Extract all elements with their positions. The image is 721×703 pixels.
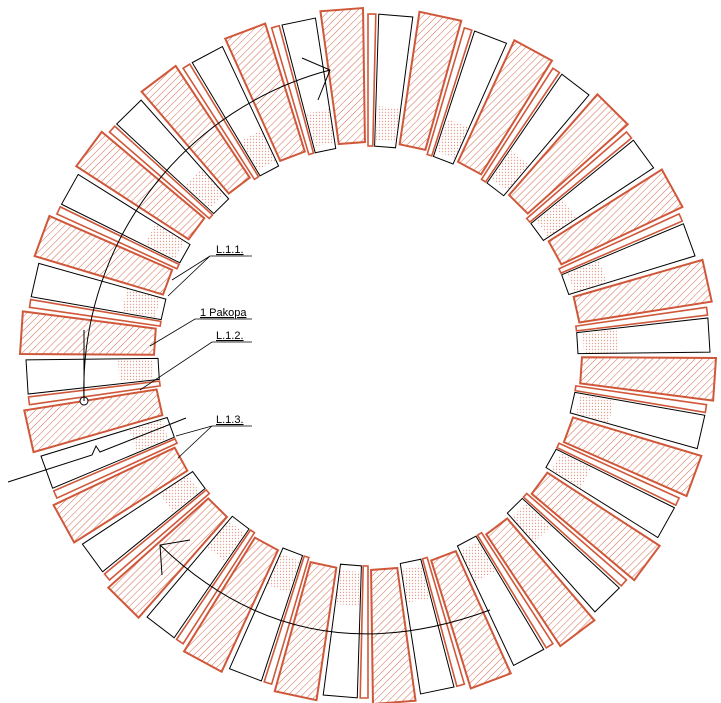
thin-bar-segment bbox=[525, 130, 633, 224]
dotted-strip bbox=[567, 260, 607, 293]
thin-bar-segment bbox=[270, 24, 315, 156]
label-l12: L.1.2. bbox=[216, 330, 244, 342]
thin-bar-segment bbox=[263, 555, 310, 686]
hatched-segment bbox=[370, 566, 417, 703]
thin-bar-segment bbox=[557, 212, 684, 275]
thin-bar-segment bbox=[55, 205, 181, 270]
hatched-segment bbox=[484, 517, 596, 648]
thin-bar-segment bbox=[476, 531, 555, 649]
thin-bar-segment bbox=[175, 528, 256, 645]
leader-pakopa bbox=[149, 318, 252, 347]
thin-bar-segment bbox=[480, 67, 561, 184]
thin-bar-segment bbox=[426, 26, 473, 157]
label-l13: L.1.3. bbox=[216, 414, 244, 426]
leader-l12 bbox=[139, 341, 252, 391]
hatched-segment bbox=[562, 416, 703, 498]
hatched-segment bbox=[182, 536, 280, 674]
leader-l11 bbox=[167, 255, 252, 297]
dotted-strip bbox=[206, 521, 245, 562]
thin-bar-segment bbox=[108, 125, 214, 220]
leader-l13 bbox=[175, 425, 252, 459]
hatched-segment bbox=[456, 38, 554, 176]
hatched-segment bbox=[18, 310, 157, 356]
hatched-segment bbox=[52, 446, 189, 544]
dotted-strip bbox=[144, 223, 185, 260]
hatched-segment bbox=[547, 168, 684, 266]
hatched-segment bbox=[223, 22, 307, 163]
hatched-segment bbox=[140, 64, 252, 195]
upper-arc bbox=[83, 69, 331, 401]
hatched-segment bbox=[319, 6, 366, 146]
dotted-strip bbox=[335, 570, 360, 606]
dotted-strip bbox=[536, 199, 577, 237]
hatched-segment bbox=[74, 130, 206, 241]
dotted-strip bbox=[159, 475, 200, 513]
hatched-segment bbox=[572, 258, 713, 324]
dotted-strip bbox=[240, 130, 276, 171]
thin-bar-segment bbox=[367, 13, 377, 147]
label-l11: L.1.1. bbox=[216, 244, 244, 256]
lower-arrow-icon bbox=[159, 539, 191, 576]
hatched-segment bbox=[507, 92, 630, 215]
hatched-segment bbox=[429, 549, 513, 690]
dotted-strip bbox=[576, 394, 614, 424]
dotted-strip bbox=[460, 541, 496, 582]
hatched-segment bbox=[530, 471, 662, 582]
thin-bar-segment bbox=[574, 306, 709, 332]
dotted-strip bbox=[185, 169, 225, 209]
annotation-lines bbox=[7, 57, 491, 635]
lower-arc bbox=[159, 544, 491, 635]
dotted-strip bbox=[267, 553, 300, 594]
thin-bar-segment bbox=[522, 492, 628, 587]
dotted-strip bbox=[306, 109, 335, 147]
dotted-strip bbox=[118, 359, 154, 383]
hatched-segment bbox=[579, 356, 718, 402]
thin-bar-segment bbox=[103, 488, 211, 582]
thin-bar-segment bbox=[555, 442, 681, 507]
thin-bar-segment bbox=[359, 565, 369, 699]
thin-bar-segment bbox=[421, 556, 466, 688]
dotted-strip bbox=[491, 150, 530, 191]
dotted-strip bbox=[401, 565, 430, 603]
hatched-segment bbox=[106, 497, 229, 620]
dotted-strip bbox=[582, 329, 618, 353]
thin-bar-segment bbox=[28, 298, 162, 328]
thin-bar-segment bbox=[27, 380, 162, 406]
dotted-strip bbox=[511, 503, 551, 543]
break-line bbox=[7, 417, 187, 483]
dotted-strip bbox=[436, 118, 469, 159]
thin-bar-segment bbox=[574, 384, 708, 414]
dotted-strip bbox=[551, 452, 592, 489]
hatched-segment bbox=[33, 214, 174, 296]
dotted-strip bbox=[122, 288, 160, 318]
dotted-strip bbox=[129, 419, 169, 452]
label-pakopa: 1 Pakopa bbox=[200, 307, 247, 319]
hatched-segment bbox=[398, 10, 463, 152]
thin-bar-segment bbox=[52, 437, 179, 500]
upper-arrow-icon bbox=[301, 57, 331, 101]
hatched-segment bbox=[273, 560, 338, 702]
dotted-strip bbox=[376, 106, 401, 142]
ring-segments bbox=[18, 6, 718, 703]
hatched-segment bbox=[23, 388, 164, 454]
